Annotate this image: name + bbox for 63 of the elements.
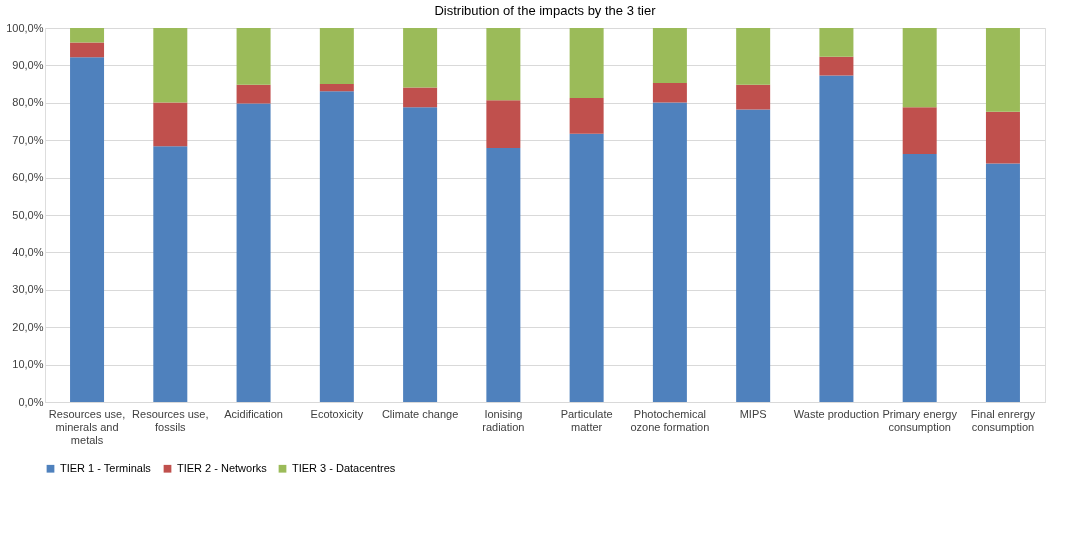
bar [236,28,271,85]
bar [652,102,687,402]
y-tick-label: 80,0% [12,96,44,109]
bar [319,84,354,92]
x-tick-label: Waste production [793,407,880,420]
x-tick-label: Primary energy consumption [882,407,958,433]
bar [902,28,937,108]
bar [403,87,438,108]
y-tick-label: 40,0% [12,245,44,258]
x-tick-label: MIPS [739,407,767,420]
bar [70,42,105,58]
x-tick-label: Particulate matter [560,407,613,433]
bar [736,84,771,110]
bar [902,154,937,402]
legend-label: TIER 2 - Networks [177,461,268,474]
bar [486,148,521,402]
bar [652,28,687,83]
bar [985,28,1020,112]
bar [153,102,188,147]
y-tick-label: 60,0% [12,171,44,184]
x-tick-label: Ecotoxicity [310,407,364,420]
bar [70,28,105,43]
bar [569,133,604,402]
y-tick-label: 100,0% [6,21,44,34]
y-tick-label: 50,0% [12,208,44,221]
bar [985,163,1020,402]
bar [153,28,188,103]
x-tick-label: Ionising radiation [482,407,525,433]
y-tick-label: 30,0% [12,283,44,296]
y-tick-label: 70,0% [12,133,44,146]
bar [819,28,854,57]
bar [652,82,687,103]
bar [403,107,438,402]
legend-label: TIER 3 - Datacentres [292,461,396,474]
bar [70,57,105,402]
bar [236,103,271,402]
bar [569,97,604,134]
chart-title: Distribution of the impacts by the 3 tier [434,3,657,18]
x-tick-label: Resources use, minerals and metals [48,407,126,446]
bar [819,56,854,76]
bar [486,28,521,101]
bar [236,84,271,104]
x-tick-label: Final enrergy consumption [970,407,1036,433]
x-tick-label: Photochemical ozone formation [630,407,710,433]
y-tick-label: 20,0% [12,320,44,333]
bar [902,107,937,155]
bar [819,75,854,402]
x-tick-label: Climate change [381,407,459,420]
y-tick-label: 10,0% [12,358,44,371]
bar [319,28,354,85]
y-tick-label: 0,0% [18,395,44,408]
bar [985,111,1020,164]
bar [403,28,438,88]
legend-label: TIER 1 - Terminals [60,461,152,474]
x-tick-label: Acidification [224,407,283,420]
bar [153,146,188,402]
x-tick-label: Resources use, fossils [132,407,209,433]
bar [486,100,521,149]
bar [736,28,771,85]
bar [569,28,604,98]
y-tick-label: 90,0% [12,58,44,71]
bar [736,109,771,402]
bar [319,91,354,402]
